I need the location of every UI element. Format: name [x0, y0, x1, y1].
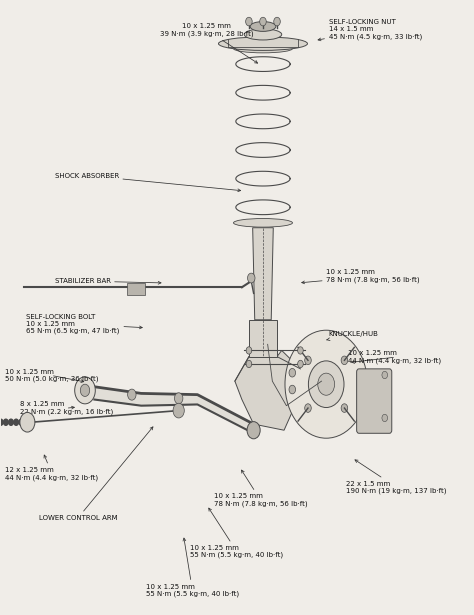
Circle shape: [246, 347, 252, 354]
Circle shape: [19, 419, 24, 426]
FancyBboxPatch shape: [356, 369, 392, 434]
Circle shape: [24, 419, 29, 426]
Circle shape: [309, 361, 344, 408]
Circle shape: [80, 384, 90, 397]
Text: SELF-LOCKING NUT
14 x 1.5 mm
45 N·m (4.5 kg·m, 33 lb·ft): SELF-LOCKING NUT 14 x 1.5 mm 45 N·m (4.5…: [318, 19, 422, 41]
Circle shape: [20, 413, 35, 432]
Text: STABILIZER BAR: STABILIZER BAR: [55, 278, 161, 284]
Circle shape: [247, 273, 255, 283]
Text: SELF-LOCKING BOLT
10 x 1.25 mm
65 N·m (6.5 kg·m, 47 lb·ft): SELF-LOCKING BOLT 10 x 1.25 mm 65 N·m (6…: [27, 314, 142, 334]
Circle shape: [3, 419, 8, 426]
Text: 10 x 1.25 mm
44 N·m (4.4 kg·m, 32 lb·ft): 10 x 1.25 mm 44 N·m (4.4 kg·m, 32 lb·ft): [348, 351, 441, 364]
Ellipse shape: [219, 37, 308, 50]
Circle shape: [382, 415, 388, 422]
Circle shape: [298, 360, 303, 368]
Circle shape: [289, 368, 296, 377]
Polygon shape: [249, 320, 277, 357]
Circle shape: [318, 373, 335, 395]
Text: 10 x 1.25 mm
78 N·m (7.8 kg·m, 56 lb·ft): 10 x 1.25 mm 78 N·m (7.8 kg·m, 56 lb·ft): [214, 470, 308, 507]
Polygon shape: [253, 228, 273, 320]
Ellipse shape: [244, 29, 282, 40]
Circle shape: [128, 389, 136, 400]
Text: 10 x 1.25 mm
39 N·m (3.9 kg·m, 28 lb·ft): 10 x 1.25 mm 39 N·m (3.9 kg·m, 28 lb·ft): [160, 23, 257, 63]
Circle shape: [305, 356, 311, 365]
Circle shape: [274, 17, 280, 26]
Text: 10 x 1.25 mm
55 N·m (5.5 kg·m, 40 lb·ft): 10 x 1.25 mm 55 N·m (5.5 kg·m, 40 lb·ft): [191, 508, 283, 558]
Circle shape: [75, 377, 95, 404]
Circle shape: [260, 17, 266, 26]
Circle shape: [382, 371, 388, 379]
Text: 10 x 1.25 mm
55 N·m (5.5 kg·m, 40 lb·ft): 10 x 1.25 mm 55 N·m (5.5 kg·m, 40 lb·ft): [146, 538, 239, 597]
Circle shape: [0, 419, 3, 426]
Polygon shape: [85, 386, 254, 434]
Text: 8 x 1.25 mm
22 N·m (2.2 kg·m, 16 lb·ft): 8 x 1.25 mm 22 N·m (2.2 kg·m, 16 lb·ft): [20, 402, 114, 415]
Circle shape: [341, 404, 348, 413]
Ellipse shape: [250, 22, 276, 31]
Circle shape: [247, 422, 260, 439]
Polygon shape: [235, 351, 301, 430]
Circle shape: [305, 404, 311, 413]
Circle shape: [246, 17, 252, 26]
Circle shape: [174, 393, 183, 404]
Text: 10 x 1.25 mm
50 N·m (5.0 kg·m, 36 lb·ft): 10 x 1.25 mm 50 N·m (5.0 kg·m, 36 lb·ft): [5, 369, 99, 383]
Ellipse shape: [234, 218, 292, 227]
Text: LOWER CONTROL ARM: LOWER CONTROL ARM: [39, 427, 153, 521]
Bar: [127, 283, 145, 295]
Circle shape: [298, 347, 303, 354]
Text: 22 x 1.5 mm
190 N·m (19 kg·m, 137 lb·ft): 22 x 1.5 mm 190 N·m (19 kg·m, 137 lb·ft): [346, 460, 447, 494]
Circle shape: [173, 403, 184, 418]
Circle shape: [285, 330, 367, 438]
Circle shape: [9, 419, 13, 426]
Circle shape: [246, 360, 252, 368]
Text: 10 x 1.25 mm
78 N·m (7.8 kg·m, 56 lb·ft): 10 x 1.25 mm 78 N·m (7.8 kg·m, 56 lb·ft): [302, 269, 420, 284]
Circle shape: [14, 419, 18, 426]
Ellipse shape: [234, 44, 292, 53]
Text: KNUCKLE/HUB: KNUCKLE/HUB: [327, 331, 378, 341]
Circle shape: [341, 356, 348, 365]
Text: 12 x 1.25 mm
44 N·m (4.4 kg·m, 32 lb·ft): 12 x 1.25 mm 44 N·m (4.4 kg·m, 32 lb·ft): [5, 455, 99, 480]
Text: SHOCK ABSORBER: SHOCK ABSORBER: [55, 172, 241, 192]
Circle shape: [289, 385, 296, 394]
